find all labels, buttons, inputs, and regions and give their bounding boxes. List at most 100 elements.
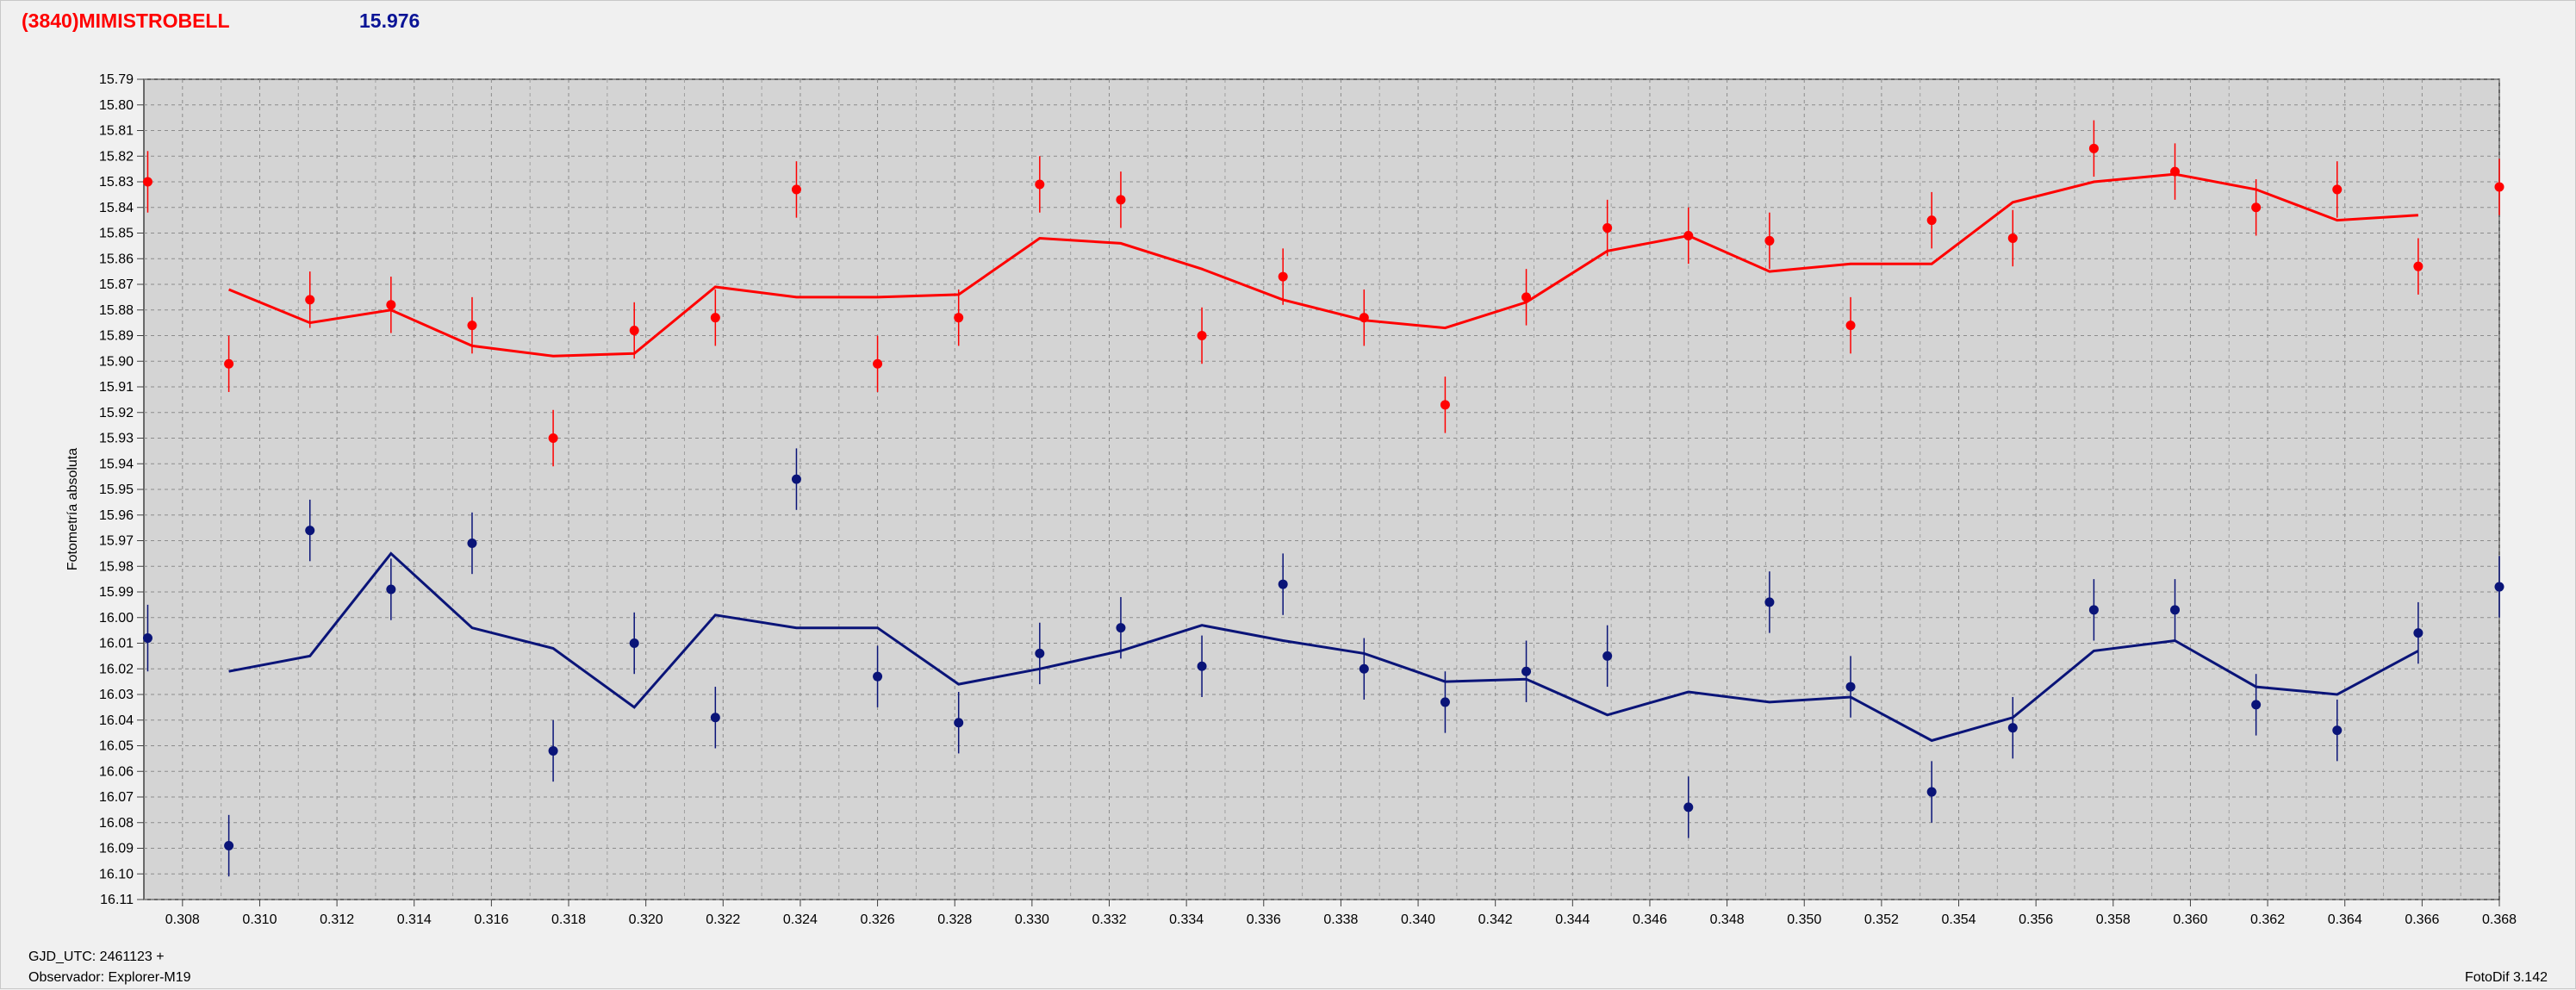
x-tick-label: 0.314	[397, 912, 432, 927]
blue-data-point	[224, 841, 234, 851]
x-tick-label: 0.336	[1247, 912, 1281, 927]
x-tick-label: 0.328	[937, 912, 972, 927]
y-tick-label: 15.89	[99, 329, 134, 344]
blue-data-point	[1683, 802, 1694, 813]
magnitude-value: 15.976	[359, 9, 420, 32]
red-data-point	[2251, 202, 2262, 213]
y-tick-label: 15.97	[99, 534, 134, 549]
red-series-line	[228, 172, 2418, 358]
blue-data-point	[1197, 661, 1207, 671]
y-axis-label: Fotometría absoluta	[65, 448, 80, 570]
y-tick-label: 15.81	[99, 124, 134, 139]
red-data-point	[954, 313, 964, 323]
y-tick-label: 16.00	[99, 611, 134, 626]
x-tick-label: 0.318	[551, 912, 586, 927]
y-tick-label: 15.83	[99, 175, 134, 190]
red-data-point	[386, 300, 396, 310]
plot-area	[143, 78, 2500, 900]
blue-data-point	[2170, 605, 2181, 615]
x-tick-label: 0.342	[1478, 912, 1513, 927]
red-data-point	[1764, 235, 1775, 246]
y-tick-label: 15.96	[99, 508, 134, 523]
blue-data-point	[1035, 648, 1045, 658]
gjd-label: GJD_UTC: 2461123 +	[28, 950, 165, 964]
red-data-point	[1440, 400, 1450, 410]
blue-data-point	[1116, 623, 1126, 633]
red-data-point	[142, 177, 152, 187]
blue-data-point	[1602, 651, 1613, 661]
y-tick-label: 15.91	[99, 380, 134, 395]
red-data-point	[1845, 321, 1856, 331]
y-tick-label: 16.05	[99, 739, 134, 754]
y-tick-label: 16.07	[99, 790, 134, 805]
y-tick-label: 16.02	[99, 662, 134, 676]
blue-data-point	[548, 745, 558, 756]
series-lines	[228, 172, 2419, 743]
y-tick-label: 15.98	[99, 559, 134, 574]
blue-data-point	[305, 526, 315, 536]
x-tick-label: 0.360	[2173, 912, 2207, 927]
x-tick-label: 0.316	[474, 912, 508, 927]
y-tick-label: 15.93	[99, 432, 134, 446]
blue-data-point	[142, 633, 152, 644]
blue-data-point	[2251, 700, 2262, 710]
red-data-point	[1683, 230, 1694, 240]
y-tick-label: 15.92	[99, 406, 134, 420]
blue-data-point	[467, 538, 477, 548]
y-tick-label: 15.99	[99, 585, 134, 600]
y-tick-label: 16.03	[99, 688, 134, 702]
blue-data-point	[2088, 605, 2099, 615]
x-tick-label: 0.362	[2250, 912, 2285, 927]
blue-data-point	[386, 584, 396, 595]
blue-data-point	[2332, 725, 2343, 736]
red-data-point	[710, 313, 720, 323]
x-tick-label: 0.358	[2096, 912, 2131, 927]
blue-data-point	[791, 474, 801, 484]
red-data-point	[467, 321, 477, 331]
object-name: (3840)MIMISTROBELL	[22, 9, 230, 32]
x-tick-label: 0.338	[1323, 912, 1358, 927]
red-data-point	[791, 184, 801, 195]
x-tick-label: 0.312	[320, 912, 354, 927]
x-tick-label: 0.344	[1555, 912, 1590, 927]
red-data-point	[2494, 182, 2504, 192]
red-data-point	[1197, 331, 1207, 340]
y-tick-label: 16.10	[99, 867, 134, 881]
grid	[144, 78, 2500, 900]
red-data-point	[1926, 215, 1937, 226]
x-tick-label: 0.364	[2328, 912, 2362, 927]
red-data-point	[548, 433, 558, 443]
x-tick-label: 0.324	[783, 912, 818, 927]
blue-data-point	[1845, 682, 1856, 692]
observer-label: Observador: Explorer-M19	[28, 970, 191, 985]
version-label: FotoDif 3.142	[2464, 970, 2548, 985]
blue-data-point	[2007, 723, 2018, 733]
x-tick-label: 0.326	[861, 912, 895, 927]
blue-data-point	[1359, 663, 1369, 674]
blue-data-point	[1926, 787, 1937, 797]
x-tick-label: 0.352	[1864, 912, 1899, 927]
red-data-point	[305, 295, 315, 305]
x-tick-label: 0.350	[1787, 912, 1821, 927]
y-tick-label: 15.80	[99, 98, 134, 113]
x-tick-label: 0.366	[2405, 912, 2439, 927]
red-data-point	[1602, 223, 1613, 233]
y-tick-label: 15.90	[99, 354, 134, 369]
y-tick-label: 15.95	[99, 483, 134, 497]
blue-series-line	[228, 551, 2419, 743]
blue-data-point	[1764, 597, 1775, 607]
y-tick-label: 15.86	[99, 252, 134, 266]
y-tick-label: 16.01	[99, 637, 134, 651]
x-tick-label: 0.322	[706, 912, 740, 927]
y-tick-label: 15.79	[99, 72, 134, 87]
red-data-point	[1116, 195, 1126, 205]
x-tick-label: 0.332	[1092, 912, 1126, 927]
y-tick-label: 15.82	[99, 149, 134, 164]
blue-data-point	[2413, 628, 2424, 638]
y-tick-label: 15.94	[99, 457, 134, 471]
red-data-point	[2007, 233, 2018, 243]
x-tick-label: 0.346	[1633, 912, 1667, 927]
red-data-point	[1521, 292, 1532, 302]
y-tick-label: 16.06	[99, 764, 134, 779]
